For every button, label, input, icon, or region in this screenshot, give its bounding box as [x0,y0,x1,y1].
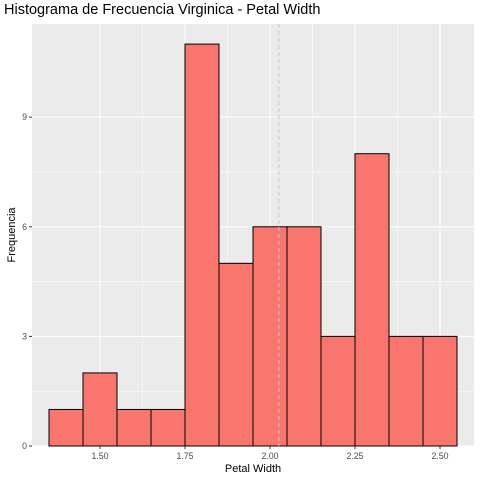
y-axis-ticks: 0 3 6 9 [22,112,32,451]
x-tick-label: 2.25 [346,451,363,461]
x-tick-label: 1.50 [91,451,108,461]
x-axis-title: Petal Width [225,463,281,475]
y-tick-label: 6 [22,222,27,232]
bars [48,43,458,447]
histogram-bar [116,408,152,447]
y-axis-title: Frequencia [6,207,18,263]
y-tick-label: 3 [22,331,27,341]
histogram-bar [82,372,118,447]
histogram-bar [286,226,322,447]
histogram-bar [218,262,254,447]
histogram-bar [354,153,390,447]
x-tick-label: 2.00 [261,451,278,461]
histogram-bar [150,408,186,447]
histogram-bar [184,43,220,447]
histogram-bar [320,335,356,447]
y-tick-label: 9 [22,112,27,122]
x-tick-label: 2.50 [431,451,448,461]
y-tick-label: 0 [22,441,27,451]
histogram-bar [388,335,424,447]
x-tick-label: 1.75 [176,451,193,461]
histogram-bar [48,408,84,447]
histogram-bar [422,335,458,447]
histogram-bar [252,226,288,447]
chart-title: Histograma de Frecuencia Virginica - Pet… [4,2,321,18]
x-axis-ticks: 1.50 1.75 2.00 2.25 2.50 [91,446,449,461]
